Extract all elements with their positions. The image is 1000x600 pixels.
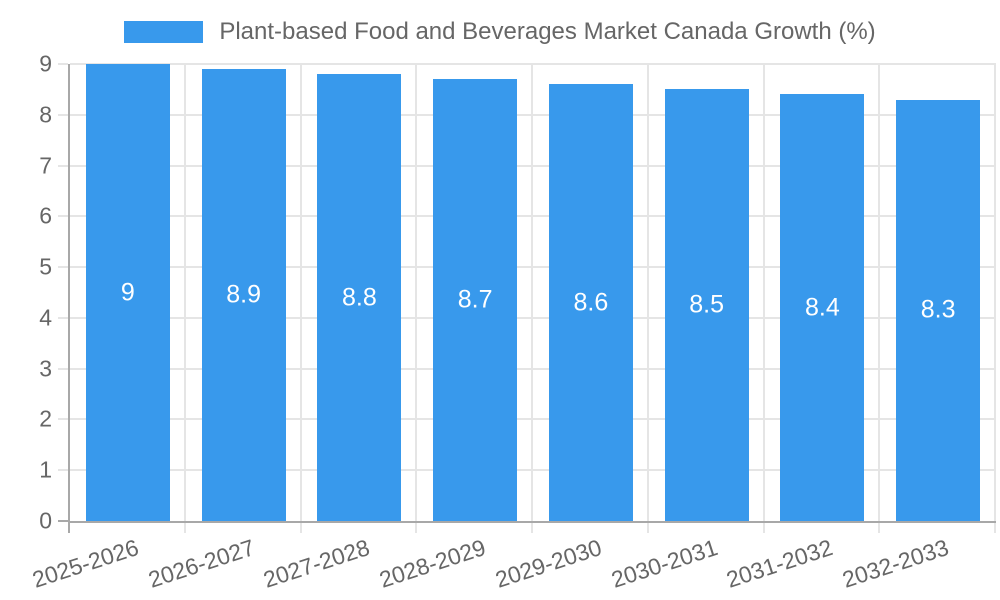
bar[interactable] (896, 99, 981, 521)
x-tick-label: 2029-2030 (491, 534, 605, 593)
y-axis-tick (58, 316, 68, 319)
x-tick-label: 2030-2031 (607, 534, 721, 593)
y-axis-tick (58, 63, 68, 65)
y-tick-label: 8 (39, 101, 52, 128)
y-axis-tick (58, 266, 68, 269)
y-axis-tick (58, 520, 68, 522)
bar-value-label: 8.9 (226, 280, 261, 309)
gridline-vertical (299, 64, 302, 521)
legend-swatch (124, 21, 204, 43)
x-axis-tick (531, 523, 533, 533)
bar-value-label: 8.6 (573, 288, 609, 317)
bar-value-label: 8.8 (341, 283, 377, 312)
x-axis-tick (299, 523, 302, 533)
gridline-horizontal (70, 113, 996, 116)
x-axis-tick (183, 523, 186, 533)
y-axis-tick (58, 215, 68, 218)
gridline-horizontal (70, 63, 996, 65)
y-tick-label: 5 (39, 253, 52, 280)
y-tick-label: 4 (39, 304, 52, 331)
x-tick-label: 2032-2033 (839, 534, 952, 593)
bar-value-label: 8.3 (920, 295, 956, 324)
legend-label: Plant-based Food and Beverages Market Ca… (219, 18, 876, 45)
x-tick-label: 2027-2028 (260, 534, 374, 593)
x-axis-tick (762, 523, 765, 533)
x-tick-label: 2031-2032 (723, 534, 837, 593)
y-tick-label: 6 (39, 202, 52, 229)
y-axis-tick (58, 367, 68, 370)
bar[interactable] (548, 84, 633, 521)
bar-value-label: 8.7 (457, 285, 493, 314)
y-tick-label: 0 (39, 507, 52, 534)
bar-value-label: 9 (120, 278, 135, 306)
bar[interactable] (317, 74, 402, 521)
gridline-horizontal (70, 215, 996, 218)
x-tick-label: 2026-2027 (144, 534, 258, 593)
gridline-horizontal (70, 469, 996, 472)
bar[interactable] (780, 94, 865, 521)
gridline-vertical (183, 64, 186, 521)
gridline-horizontal (70, 367, 996, 370)
y-tick-label: 9 (39, 50, 52, 77)
bar[interactable] (664, 89, 749, 521)
gridline-horizontal (70, 266, 996, 269)
y-axis-tick (58, 164, 68, 167)
y-tick-label: 2 (39, 405, 52, 432)
y-tick-label: 7 (39, 152, 52, 179)
bar[interactable] (201, 69, 286, 521)
legend-item[interactable]: Plant-based Food and Beverages Market Ca… (124, 18, 876, 46)
y-tick-label: 1 (39, 456, 52, 483)
bar-value-label: 8.4 (804, 293, 840, 322)
y-tick-label: 3 (39, 355, 52, 382)
gridline-vertical (646, 64, 649, 521)
x-axis-tick (646, 523, 649, 533)
x-axis-tick (415, 523, 418, 533)
bar-value-label: 8.5 (689, 290, 724, 319)
x-axis-tick (994, 523, 996, 533)
gridline-horizontal (70, 164, 996, 167)
y-axis-tick (58, 418, 68, 421)
x-axis-tick (878, 523, 881, 533)
gridline-vertical (415, 64, 418, 521)
gridline-horizontal (70, 418, 996, 421)
bar[interactable] (433, 79, 518, 521)
x-axis-tick (68, 523, 70, 533)
x-tick-label: 2028-2029 (376, 534, 489, 593)
y-axis-tick (58, 469, 68, 472)
plot-area: 0 1 2 3 4 5 6 7 8 9 9 2025-2026 8.9 2026-2027 8.8 2027-… (29, 52, 996, 593)
chart-legend: Plant-based Food and Beverages Market Ca… (0, 18, 1000, 46)
gridline-vertical (531, 64, 533, 521)
gridline-vertical (762, 64, 765, 521)
bar[interactable] (85, 64, 170, 521)
gridline-vertical (994, 64, 996, 521)
gridline-vertical (878, 64, 881, 521)
x-tick-label: 2025-2026 (28, 534, 142, 593)
gridline-horizontal (70, 316, 996, 319)
y-axis-tick (58, 113, 68, 116)
